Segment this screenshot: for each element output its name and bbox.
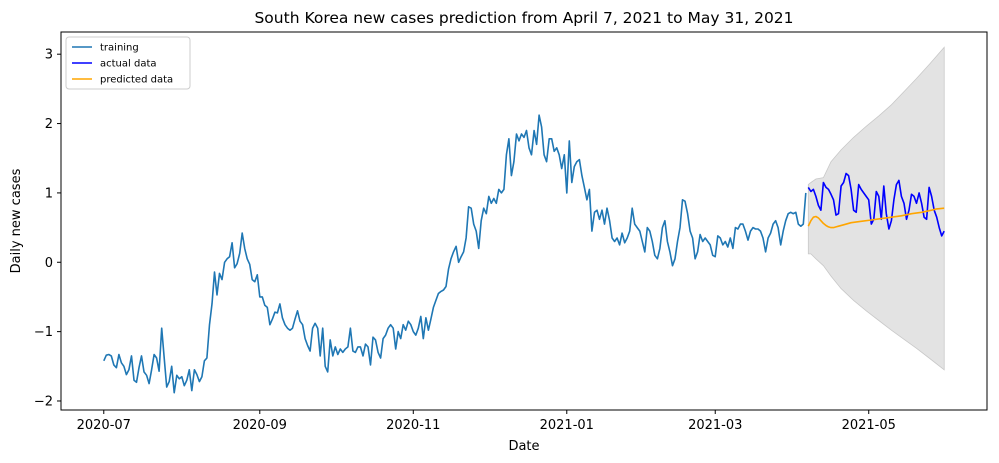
chart-title: South Korea new cases prediction from Ap…: [254, 9, 793, 27]
x-tick-label: 2020-09: [233, 418, 287, 433]
legend-label: actual data: [100, 59, 157, 70]
y-tick-label: 2: [45, 117, 53, 132]
x-tick-label: 2020-07: [77, 418, 131, 433]
y-tick-label: 1: [45, 186, 53, 201]
y-tick-label: 0: [45, 256, 53, 271]
series-line-training: [103, 114, 807, 394]
confidence-band: [807, 46, 945, 371]
x-tick-label: 2021-03: [688, 418, 742, 433]
x-tick-label: 2021-01: [540, 418, 594, 433]
y-tick-label: −1: [34, 325, 53, 340]
x-axis-title: Date: [508, 439, 539, 454]
axis-ticks: 2020-07 2020-09 2020-11 2021-01 2021-03 2021-…: [34, 48, 896, 433]
legend-box: [65, 36, 191, 90]
x-tick-label: 2020-11: [386, 418, 440, 433]
legend-label: predicted data: [100, 75, 173, 86]
y-tick-label: −2: [34, 394, 53, 409]
series-line-actual-data: [807, 172, 945, 237]
y-tick-label: 3: [45, 48, 53, 63]
x-tick-label: 2021-05: [842, 418, 896, 433]
legend: training actual data predicted data: [65, 36, 191, 90]
y-axis-title: Daily new cases: [9, 168, 24, 273]
series-line-predicted-data: [807, 207, 945, 229]
legend-label: training: [100, 43, 139, 54]
plot-frame: [60, 31, 988, 411]
plot-area: [103, 46, 945, 394]
